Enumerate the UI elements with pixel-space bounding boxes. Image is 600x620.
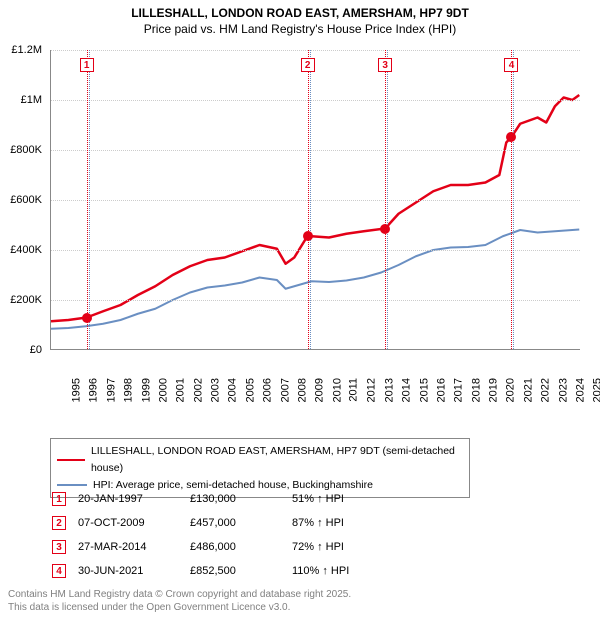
series-line [51, 95, 579, 321]
x-axis-label: 2009 [314, 378, 326, 402]
x-axis-label: 1995 [70, 378, 82, 402]
x-axis-label: 2019 [488, 378, 500, 402]
sale-row-date: 27-MAR-2014 [78, 536, 188, 558]
title-line2: Price paid vs. HM Land Registry's House … [0, 22, 600, 38]
sale-vline-blue [89, 50, 90, 349]
chart-title: LILLESHALL, LONDON ROAD EAST, AMERSHAM, … [0, 0, 600, 37]
sale-row-date: 07-OCT-2009 [78, 512, 188, 534]
x-axis-label: 2004 [227, 378, 239, 402]
sale-row-delta: 51% ↑ HPI [292, 488, 359, 510]
series-line [51, 230, 579, 329]
legend-swatch-price [57, 459, 85, 461]
sale-marker-box: 1 [80, 58, 94, 72]
y-axis-label: £1.2M [11, 44, 42, 56]
gridline [51, 300, 580, 301]
sale-marker-dot [82, 313, 92, 323]
footer-line1: Contains HM Land Registry data © Crown c… [8, 588, 351, 601]
sale-vline-red [511, 50, 512, 349]
x-axis-label: 2020 [505, 378, 517, 402]
y-axis-label: £600K [10, 194, 42, 206]
sale-row-price: £130,000 [190, 488, 290, 510]
sale-row-delta: 72% ↑ HPI [292, 536, 359, 558]
x-axis-label: 2008 [296, 378, 308, 402]
sale-row-num: 1 [52, 492, 66, 506]
sale-row-date: 20-JAN-1997 [78, 488, 188, 510]
gridline [51, 50, 580, 51]
x-axis-label: 2023 [557, 378, 569, 402]
sale-marker-box: 3 [378, 58, 392, 72]
y-axis-label: £800K [10, 144, 42, 156]
sale-marker-box: 4 [504, 58, 518, 72]
sale-row: 3 27-MAR-2014£486,00072% ↑ HPI [52, 536, 359, 558]
x-axis-label: 1999 [140, 378, 152, 402]
x-axis-label: 2017 [453, 378, 465, 402]
plot-area: 1 2 3 4 [50, 50, 580, 350]
sale-row: 2 07-OCT-2009£457,00087% ↑ HPI [52, 512, 359, 534]
sale-vline-blue [310, 50, 311, 349]
y-axis-label: £400K [10, 244, 42, 256]
y-axis-label: £200K [10, 294, 42, 306]
y-axis-label: £1M [21, 94, 42, 106]
x-axis-label: 2005 [244, 378, 256, 402]
x-axis-label: 2025 [592, 378, 600, 402]
x-axis-label: 2010 [331, 378, 343, 402]
x-axis-label: 2016 [435, 378, 447, 402]
sales-table: 1 20-JAN-1997£130,00051% ↑ HPI 2 07-OCT-200… [50, 486, 361, 584]
gridline [51, 100, 580, 101]
gridline [51, 250, 580, 251]
x-axis-label: 2006 [262, 378, 274, 402]
x-axis-label: 1996 [88, 378, 100, 402]
sale-row: 4 30-JUN-2021£852,500110% ↑ HPI [52, 560, 359, 582]
sale-row: 1 20-JAN-1997£130,00051% ↑ HPI [52, 488, 359, 510]
x-axis-label: 2015 [418, 378, 430, 402]
x-axis-label: 2012 [366, 378, 378, 402]
sale-row-price: £852,500 [190, 560, 290, 582]
sale-marker-dot [506, 132, 516, 142]
sale-vline-blue [513, 50, 514, 349]
sale-row-price: £486,000 [190, 536, 290, 558]
gridline [51, 200, 580, 201]
sale-vline-blue [387, 50, 388, 349]
sale-marker-box: 2 [301, 58, 315, 72]
gridline [51, 150, 580, 151]
sale-vline-red [385, 50, 386, 349]
x-axis-label: 2007 [279, 378, 291, 402]
x-axis-label: 2003 [210, 378, 222, 402]
x-axis-label: 2022 [540, 378, 552, 402]
x-axis-label: 2013 [383, 378, 395, 402]
x-axis-label: 2000 [157, 378, 169, 402]
sale-row-delta: 110% ↑ HPI [292, 560, 359, 582]
x-axis-label: 2014 [401, 378, 413, 402]
legend-label-price: LILLESHALL, LONDON ROAD EAST, AMERSHAM, … [91, 443, 463, 477]
sale-marker-dot [303, 231, 313, 241]
title-line1: LILLESHALL, LONDON ROAD EAST, AMERSHAM, … [0, 6, 600, 22]
sale-vline-red [308, 50, 309, 349]
sale-row-delta: 87% ↑ HPI [292, 512, 359, 534]
x-axis-label: 1997 [105, 378, 117, 402]
chart-area: 1 2 3 4 £0 £200K £400K £600K £800K £1M £1.2M 1995 1… [0, 40, 600, 400]
sale-row-price: £457,000 [190, 512, 290, 534]
sale-row-num: 3 [52, 540, 66, 554]
x-axis-label: 2011 [348, 378, 360, 402]
y-axis-label: £0 [30, 344, 42, 356]
sale-row-num: 2 [52, 516, 66, 530]
x-axis-label: 2001 [175, 378, 187, 402]
legend-row-price: LILLESHALL, LONDON ROAD EAST, AMERSHAM, … [57, 443, 463, 477]
x-axis-label: 2021 [522, 378, 534, 402]
sale-vline-red [87, 50, 88, 349]
x-axis-label: 2024 [574, 378, 586, 402]
x-axis-label: 2002 [192, 378, 204, 402]
sale-row-date: 30-JUN-2021 [78, 560, 188, 582]
footer-line2: This data is licensed under the Open Gov… [8, 601, 351, 614]
footer-attribution: Contains HM Land Registry data © Crown c… [8, 588, 351, 614]
x-axis-label: 1998 [123, 378, 135, 402]
sale-row-num: 4 [52, 564, 66, 578]
x-axis-label: 2018 [470, 378, 482, 402]
sale-marker-dot [380, 224, 390, 234]
